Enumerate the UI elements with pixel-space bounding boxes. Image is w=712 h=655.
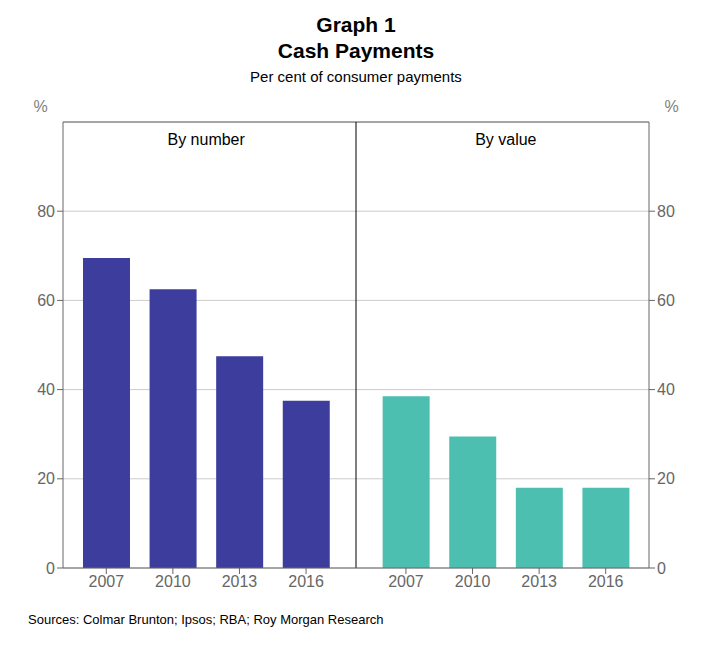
svg-text:80: 80 <box>657 203 675 220</box>
svg-text:2016: 2016 <box>588 573 624 590</box>
svg-text:40: 40 <box>37 381 55 398</box>
html-text:Sources: Colmar Brunton; Ipsos: Sources: Colmar Brunton; Ipsos; RBA; Roy… <box>28 612 384 627</box>
svg-text:2013: 2013 <box>521 573 557 590</box>
svg-text:By value: By value <box>475 131 536 148</box>
svg-text:%: % <box>33 98 47 115</box>
svg-text:20: 20 <box>37 470 55 487</box>
svg-text:2007: 2007 <box>88 573 124 590</box>
svg-text:40: 40 <box>657 381 675 398</box>
svg-text:0: 0 <box>46 560 55 577</box>
svg-text:60: 60 <box>657 292 675 309</box>
svg-text:By number: By number <box>167 131 245 148</box>
svg-text:2013: 2013 <box>222 573 258 590</box>
svg-text:80: 80 <box>37 203 55 220</box>
svg-text:0: 0 <box>657 560 666 577</box>
html-text:Per cent of consumer payments: Per cent of consumer payments <box>250 68 462 85</box>
html-text:Graph 1: Graph 1 <box>316 13 396 36</box>
html-text:Cash Payments: Cash Payments <box>277 39 435 62</box>
svg-text:2007: 2007 <box>388 573 424 590</box>
svg-text:60: 60 <box>37 292 55 309</box>
svg-text:%: % <box>664 98 678 115</box>
svg-text:2016: 2016 <box>288 573 324 590</box>
svg-text:2010: 2010 <box>455 573 491 590</box>
svg-text:2010: 2010 <box>155 573 191 590</box>
svg-text:20: 20 <box>657 470 675 487</box>
